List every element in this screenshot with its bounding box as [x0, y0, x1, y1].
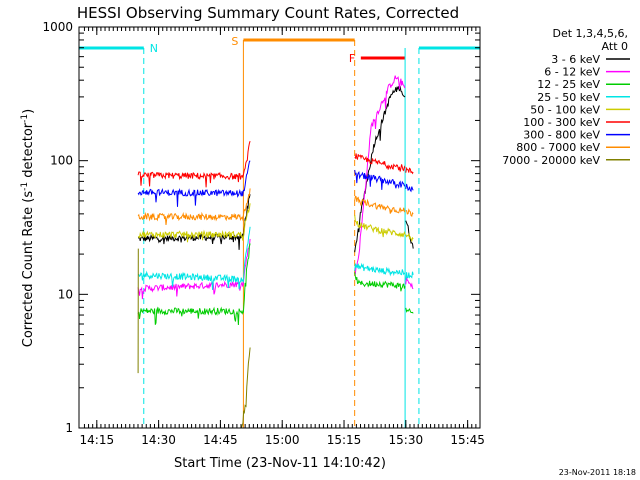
x-axis: 14:15 14:30 14:45 15:00 15:15 15:30 15:45 [80, 27, 485, 447]
legend-header-line1: Det 1,3,4,5,6, [552, 27, 628, 40]
series-line-segment [405, 307, 414, 314]
series-line-segment [354, 214, 406, 238]
series-6-12-kev [137, 75, 414, 300]
y-axis-label-sup2: -1 [20, 114, 30, 123]
legend-item-label: 3 - 6 keV [551, 53, 600, 66]
timestamp: 23-Nov-2011 18:18 [559, 468, 636, 477]
series-layer [137, 75, 414, 429]
series-line-segment [240, 347, 251, 429]
series-line-segment [405, 276, 414, 290]
x-tick-label: 15:00 [265, 433, 300, 447]
series-line-segment [137, 238, 251, 300]
series-line-segment [137, 140, 251, 188]
series-line-segment [354, 262, 406, 277]
series-12-25-kev [137, 243, 414, 326]
series-line-segment [354, 75, 406, 275]
y-axis-label-main: Corrected Count Rate (s [21, 191, 36, 348]
series-line-segment [137, 203, 251, 243]
legend-item-label: 300 - 800 keV [523, 129, 600, 142]
x-tick-label: 15:15 [327, 433, 362, 447]
series-line-segment [354, 169, 406, 190]
series-800-7000-kev [137, 188, 414, 225]
series-line-segment [405, 271, 414, 281]
series-line-segment [354, 195, 406, 214]
x-tick-label: 14:30 [141, 433, 176, 447]
flare-label: F [349, 52, 355, 65]
y-tick-label: 10 [58, 287, 73, 301]
legend-item-label: 25 - 50 keV [537, 91, 600, 104]
series-line-segment [137, 243, 251, 326]
y-axis-label-end: ) [21, 109, 36, 114]
y-axis: 1 10 100 1000 [42, 20, 480, 435]
y-axis-label-sup1: -1 [20, 182, 30, 191]
series-line-segment [354, 272, 406, 292]
plot-frame [78, 26, 481, 429]
legend-item-label: 12 - 25 keV [537, 78, 600, 91]
series-7000-20000-kev [137, 248, 251, 429]
series-line-segment [137, 188, 251, 225]
series-line-segment [405, 208, 414, 217]
x-tick-label: 15:30 [389, 433, 424, 447]
x-tick-label: 14:15 [80, 433, 115, 447]
series-50-100-kev [137, 203, 414, 243]
legend-item-label: 50 - 100 keV [530, 103, 600, 116]
series-line-segment [405, 166, 414, 175]
legend-item-label: 7000 - 20000 keV [502, 154, 600, 167]
series-line-segment [405, 183, 414, 193]
series-line-segment [354, 153, 406, 172]
chart-title: HESSI Observing Summary Count Rates, Cor… [77, 4, 459, 22]
x-axis-label: Start Time (23-Nov-11 14:10:42) [174, 456, 386, 471]
series-line-segment [405, 233, 414, 243]
series-100-300-kev [137, 140, 414, 188]
x-tick-label: 15:45 [450, 433, 485, 447]
y-tick-label: 1 [65, 421, 73, 435]
legend-item-label: 6 - 12 keV [544, 66, 600, 79]
series-line-segment [137, 160, 251, 207]
series-line-segment [354, 85, 406, 253]
night-label: N [150, 42, 158, 55]
series-line-segment [138, 226, 251, 290]
y-tick-label: 1000 [42, 20, 73, 34]
series-300-800-kev [137, 160, 414, 207]
legend-header-line2: Att 0 [602, 40, 628, 53]
legend-item-label: 800 - 7000 keV [516, 141, 600, 154]
y-axis-label: Corrected Count Rate (s-1 detector-1) [20, 109, 36, 347]
y-tick-label: 100 [50, 154, 73, 168]
series-25-50-kev [138, 226, 414, 290]
y-axis-label-mid: detector [21, 122, 36, 182]
saa-label: S [231, 35, 238, 48]
legend-item-label: 100 - 300 keV [523, 116, 600, 129]
x-tick-label: 14:45 [203, 433, 238, 447]
